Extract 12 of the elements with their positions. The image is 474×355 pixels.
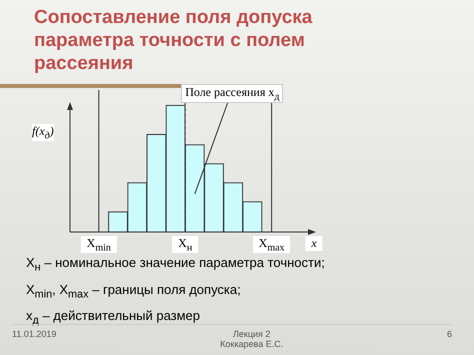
chart-title: Сопоставление поля допуска параметра точности с полем рассеяния [34,6,314,75]
text: X$_{min}$ [86,236,111,254]
text: X$_{н}$ – номинальное значение параметра точности; [26,254,325,276]
text: Поле рассеяния x$_{д}$ [181,84,284,104]
x-axis-title: x [305,236,323,251]
text: X$_{min}$, X$_{max}$ – границы поля допуска; [26,280,242,302]
text: 11.01.2019 [12,329,56,341]
y-axis-title: f(x$_{д}$) [32,124,54,142]
text: Лекция 2 Коккарева Е.С. [220,329,284,349]
text: X$_{н}$ [178,236,192,254]
text: X$_{max}$ [258,236,285,254]
text: 6 [446,329,452,341]
